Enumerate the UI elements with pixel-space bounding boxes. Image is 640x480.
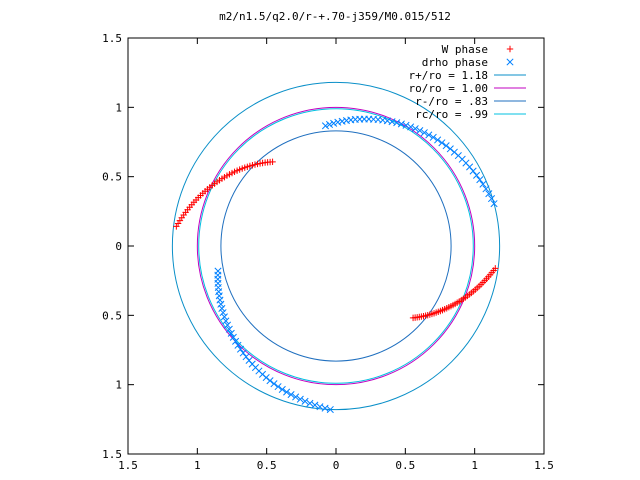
data-point xyxy=(266,377,274,385)
data-point xyxy=(225,325,233,333)
y-tick-label: 0.5 xyxy=(102,309,122,322)
data-point xyxy=(393,119,401,127)
axis-ticks: 1.5 1 0.5 0 0.5 1 1.51.510.500.511.5 xyxy=(102,32,554,472)
data-point xyxy=(232,337,240,345)
reference-circles xyxy=(171,81,501,411)
data-point xyxy=(334,118,342,126)
data-point xyxy=(296,395,304,403)
y-tick-label: 1 xyxy=(115,379,122,392)
data-point xyxy=(407,123,415,131)
data-point xyxy=(219,309,227,317)
legend-label: rc/ro = .99 xyxy=(415,108,488,121)
y-tick-label: 0 xyxy=(115,240,122,253)
x-tick-label: 1.5 xyxy=(118,459,138,472)
data-point xyxy=(330,119,338,127)
data-point xyxy=(274,383,282,391)
data-point xyxy=(434,136,442,144)
data-point xyxy=(311,401,319,409)
data-point xyxy=(234,341,242,349)
data-point xyxy=(306,399,314,407)
data-point xyxy=(420,129,428,137)
data-point xyxy=(469,167,477,175)
data-point xyxy=(490,200,498,208)
data-point xyxy=(429,133,437,141)
x-tick-label: 1 xyxy=(194,459,201,472)
legend-marker xyxy=(506,58,514,66)
data-point xyxy=(218,304,226,312)
data-point xyxy=(485,190,493,198)
legend-label: drho phase xyxy=(422,56,488,69)
circle-5 xyxy=(198,108,474,384)
data-point xyxy=(425,131,433,139)
data-point xyxy=(492,265,499,272)
data-point xyxy=(472,171,481,179)
data-point xyxy=(479,180,487,188)
y-tick-label: 1.5 xyxy=(102,448,122,461)
data-point xyxy=(270,380,278,388)
data-point xyxy=(416,126,424,135)
x-tick-label: 1.5 xyxy=(534,459,554,472)
data-point xyxy=(236,345,245,353)
y-tick-label: 1.5 xyxy=(102,32,122,45)
data-point xyxy=(321,404,329,412)
data-point xyxy=(227,329,235,337)
data-point xyxy=(476,176,484,184)
x-tick-label: 1 xyxy=(471,459,478,472)
y-tick-label: 0.5 xyxy=(102,171,122,184)
data-point xyxy=(220,313,228,321)
x-tick-label: 0.5 xyxy=(257,459,277,472)
phase-markers xyxy=(173,115,499,414)
data-point xyxy=(216,296,224,304)
data-point xyxy=(321,122,330,130)
data-point xyxy=(442,142,450,150)
data-point xyxy=(397,120,405,128)
data-point xyxy=(316,403,324,411)
data-point xyxy=(173,223,180,230)
data-point xyxy=(287,391,295,399)
data-point xyxy=(326,405,334,414)
data-point xyxy=(278,385,286,393)
circle-2 xyxy=(171,81,501,411)
x-tick-label: 0 xyxy=(333,459,340,472)
data-point xyxy=(482,185,490,193)
legend-label: W phase xyxy=(442,43,488,56)
y-tick-label: 1 xyxy=(115,101,122,114)
data-point xyxy=(301,397,309,405)
data-point xyxy=(222,317,230,325)
legend-marker xyxy=(506,45,514,53)
legend-label: r+/ro = 1.18 xyxy=(409,69,488,82)
data-point xyxy=(411,125,419,133)
data-point xyxy=(487,195,496,203)
x-tick-label: 0.5 xyxy=(395,459,415,472)
data-point xyxy=(446,145,454,153)
data-point xyxy=(292,393,300,401)
data-point xyxy=(223,321,232,329)
data-point xyxy=(438,139,446,147)
legend-label: r-/ro = .83 xyxy=(415,95,488,108)
circle-3 xyxy=(196,106,476,386)
data-point xyxy=(325,120,334,129)
data-point xyxy=(229,333,237,341)
data-point xyxy=(217,300,225,308)
circle-4 xyxy=(220,130,452,362)
data-point xyxy=(402,121,410,129)
data-point xyxy=(283,388,291,396)
legend-label: ro/ro = 1.00 xyxy=(409,82,488,95)
chart-title: m2/n1.5/q2.0/r-+.70-j359/M0.015/512 xyxy=(219,10,451,23)
data-point xyxy=(239,349,247,357)
